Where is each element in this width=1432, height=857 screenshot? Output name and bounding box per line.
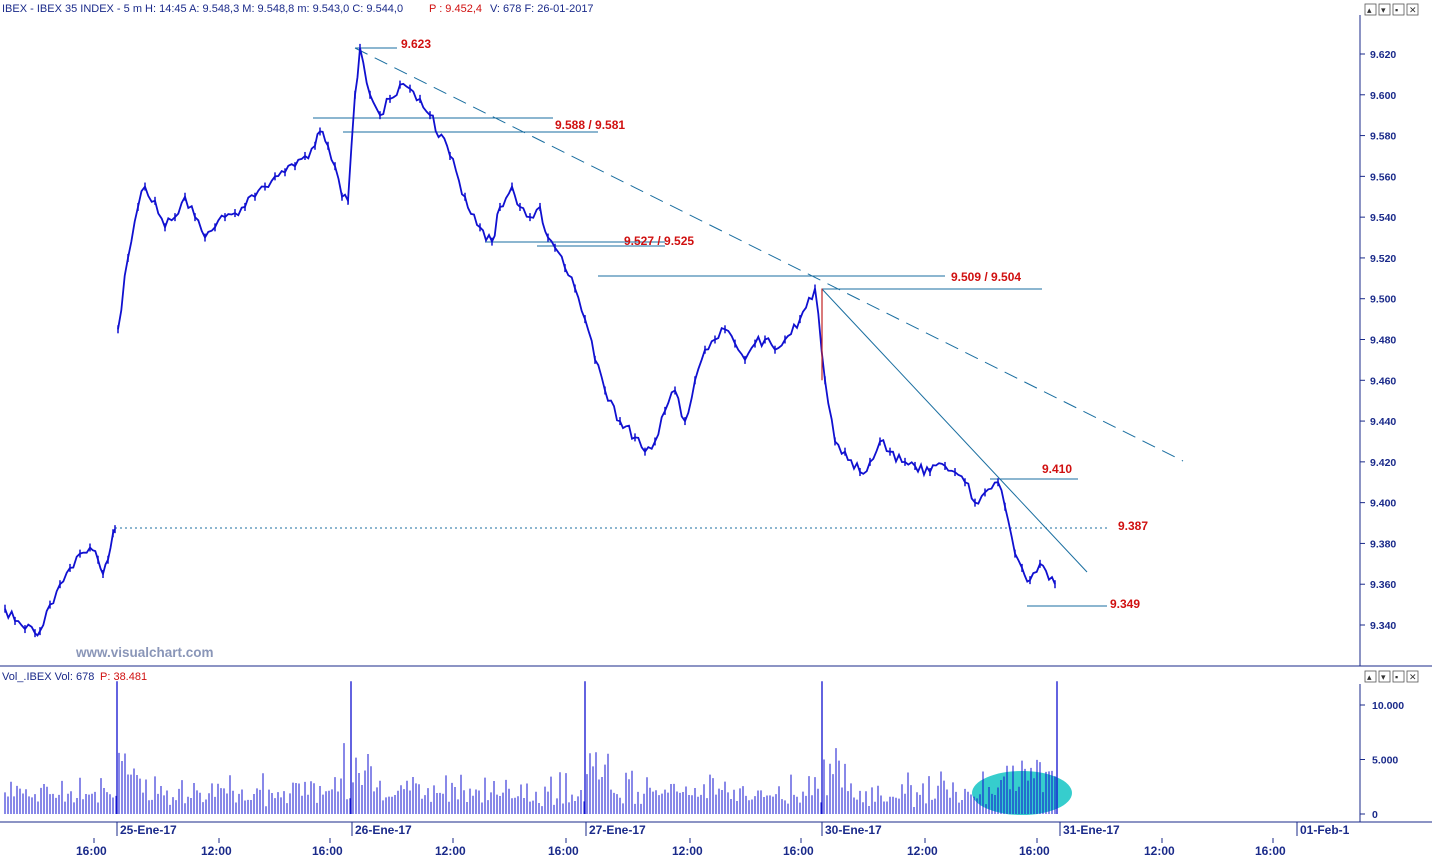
day-label: 01-Feb-1 (1300, 823, 1350, 837)
time-label: 16:00 (548, 844, 579, 857)
annotation-low: 9.349 (1110, 597, 1140, 611)
maximize-button[interactable] (1392, 3, 1405, 16)
volume-close-icon: ✕ (1409, 672, 1417, 682)
day-label: 27-Ene-17 (589, 823, 646, 837)
price-line (4, 47, 1056, 637)
annotation-res3: 9.509 / 9.504 (951, 270, 1021, 284)
time-label: 12:00 (672, 844, 703, 857)
y-tick-label: 9.580 (1370, 131, 1396, 143)
time-label: 16:00 (76, 844, 107, 857)
scroll-down-icon: ▾ (1381, 5, 1386, 15)
close-icon: ✕ (1409, 5, 1417, 15)
time-axis: 25-Ene-17 26-Ene-17 27-Ene-17 30-Ene-17 31-E… (76, 822, 1350, 857)
y-tick-label: 9.400 (1370, 498, 1396, 510)
volume-maximize-button[interactable] (1392, 670, 1405, 683)
day-label: 26-Ene-17 (355, 823, 412, 837)
volume-previous: P: 38.481 (100, 671, 147, 683)
annotation-res1: 9.588 / 9.581 (555, 118, 625, 132)
chart-header: IBEX - IBEX 35 INDEX - 5 m H: 14:45 A: 9… (2, 3, 594, 15)
time-label: 12:00 (435, 844, 466, 857)
volume-scroll-up-icon: ▴ (1367, 672, 1372, 682)
volume-scroll-down-button[interactable] (1378, 670, 1391, 683)
window-controls-volume[interactable]: ▴ ▾ ▪ ✕ (1364, 670, 1419, 683)
y-tick-label: 9.500 (1370, 294, 1396, 306)
level-annotations: 9.623 9.588 / 9.581 9.527 / 9.525 9.509 … (401, 37, 1148, 611)
y-tick-label: 9.340 (1370, 620, 1396, 632)
time-label: 12:00 (201, 844, 232, 857)
annotation-high: 9.623 (401, 37, 431, 51)
volume-y-ticks: 0 5.000 10.000 (1360, 700, 1404, 821)
volume-scroll-down-icon: ▾ (1381, 672, 1386, 682)
volume-tick-label: 5.000 (1372, 755, 1398, 767)
day-label: 30-Ene-17 (825, 823, 882, 837)
day-label: 25-Ene-17 (120, 823, 177, 837)
header-price-info: IBEX - IBEX 35 INDEX - 5 m H: 14:45 A: 9… (2, 3, 403, 15)
annotation-9410: 9.410 (1042, 462, 1072, 476)
time-label: 16:00 (312, 844, 343, 857)
y-tick-label: 9.480 (1370, 335, 1396, 347)
time-label: 16:00 (1255, 844, 1286, 857)
scroll-up-icon: ▴ (1367, 5, 1372, 15)
y-tick-label: 9.540 (1370, 212, 1396, 224)
watermark: www.visualchart.com (75, 645, 214, 660)
scroll-up-button[interactable] (1364, 3, 1377, 16)
volume-header: Vol_.IBEX Vol: 678 P: 38.481 (2, 671, 147, 683)
maximize-icon: ▪ (1395, 5, 1398, 15)
y-tick-label: 9.560 (1370, 171, 1396, 183)
volume-scroll-up-button[interactable] (1364, 670, 1377, 683)
volume-bars (4, 681, 1058, 814)
short-downtrend-line (821, 288, 1088, 573)
y-tick-label: 9.520 (1370, 253, 1396, 265)
time-label: 12:00 (1144, 844, 1175, 857)
trend-lines (115, 47, 1184, 607)
volume-label: Vol_.IBEX Vol: 678 (2, 671, 94, 683)
header-previous: P : 9.452,4 (429, 3, 482, 15)
volume-close-button[interactable] (1406, 670, 1419, 683)
volume-maximize-icon: ▪ (1395, 672, 1398, 682)
window-controls-top[interactable]: ▴ ▾ ▪ ✕ (1364, 3, 1419, 16)
y-tick-label: 9.360 (1370, 579, 1396, 591)
volume-tick-label: 10.000 (1372, 700, 1404, 712)
y-tick-label: 9.600 (1370, 90, 1396, 102)
price-y-ticks: 9.340 9.360 9.380 9.400 9.420 9.440 9.460 9.480… (1360, 49, 1396, 632)
time-label: 12:00 (907, 844, 938, 857)
annotation-res2: 9.527 / 9.525 (624, 234, 694, 248)
header-volume-date: V: 678 F: 26-01-2017 (490, 3, 594, 15)
price-series (4, 43, 1056, 638)
y-tick-label: 9.380 (1370, 538, 1396, 550)
day-label: 31-Ene-17 (1063, 823, 1120, 837)
time-label: 16:00 (1019, 844, 1050, 857)
time-label: 16:00 (783, 844, 814, 857)
y-tick-label: 9.460 (1370, 375, 1396, 387)
long-downtrend-line (354, 47, 1184, 462)
annotation-9387: 9.387 (1118, 519, 1148, 533)
y-tick-label: 9.420 (1370, 457, 1396, 469)
y-tick-label: 9.620 (1370, 49, 1396, 61)
scroll-down-button[interactable] (1378, 3, 1391, 16)
volume-tick-label: 0 (1372, 809, 1378, 821)
y-tick-label: 9.440 (1370, 416, 1396, 428)
close-button[interactable] (1406, 3, 1419, 16)
